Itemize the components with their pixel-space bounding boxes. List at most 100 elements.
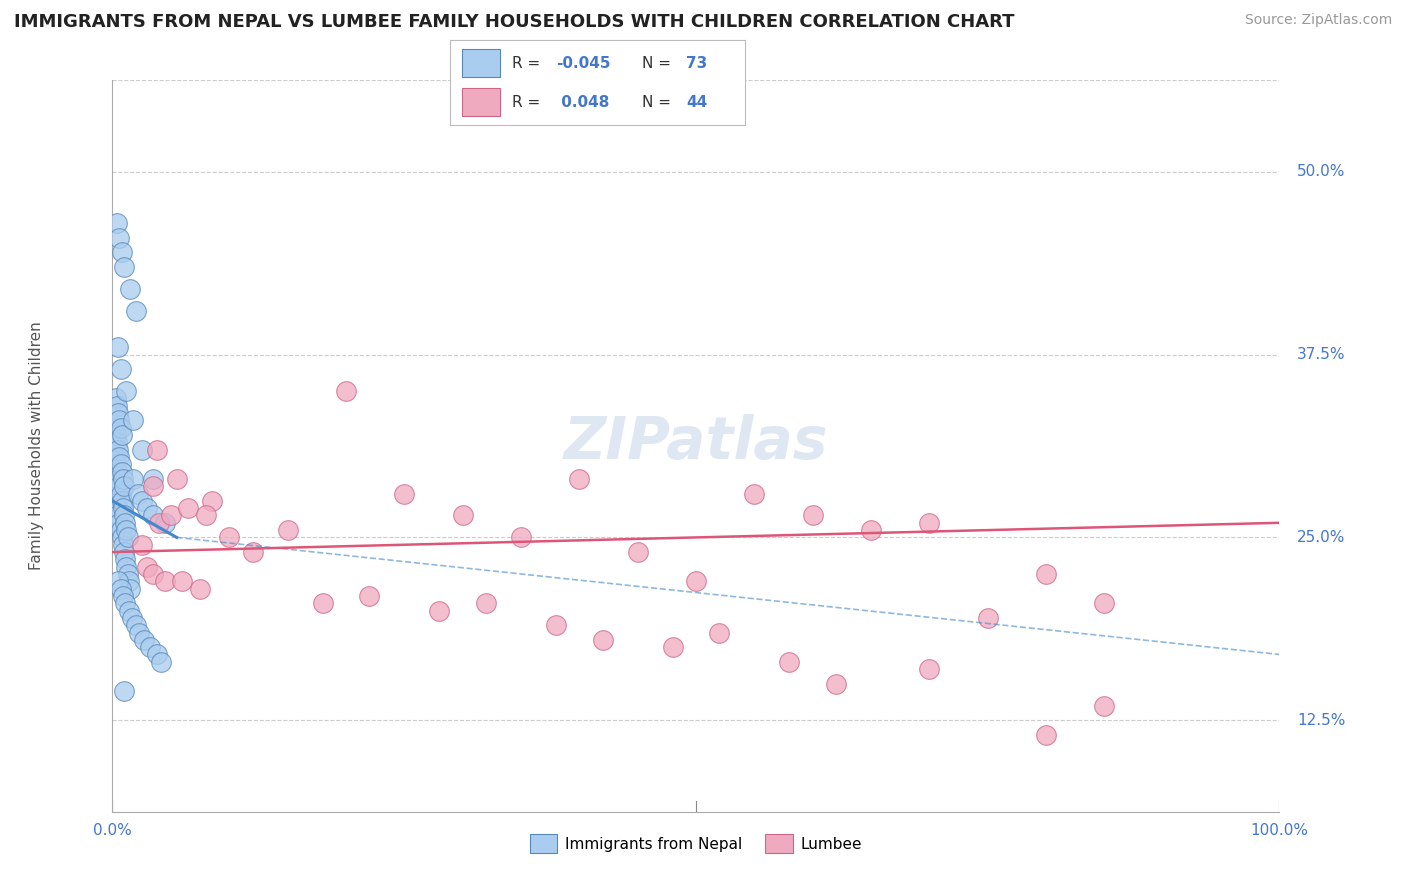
Legend: Immigrants from Nepal, Lumbee: Immigrants from Nepal, Lumbee xyxy=(524,828,868,859)
Point xyxy=(311,596,333,610)
Point xyxy=(918,662,941,676)
Point xyxy=(107,442,129,457)
Point xyxy=(105,435,128,450)
Text: ZIPatlas: ZIPatlas xyxy=(564,414,828,471)
Point xyxy=(172,574,194,589)
Text: 12.5%: 12.5% xyxy=(1296,713,1346,728)
Point xyxy=(509,530,531,544)
Point xyxy=(451,508,474,523)
Point xyxy=(131,442,153,457)
Point xyxy=(104,450,127,464)
Point xyxy=(104,494,127,508)
Point xyxy=(111,245,134,260)
Point xyxy=(128,625,150,640)
Point xyxy=(475,596,498,610)
Point xyxy=(114,552,136,566)
Text: R =: R = xyxy=(512,95,546,110)
Point xyxy=(111,589,134,603)
Point xyxy=(112,260,135,274)
Point xyxy=(111,465,134,479)
Point xyxy=(136,559,159,574)
Point xyxy=(122,472,145,486)
Text: -0.045: -0.045 xyxy=(557,55,610,70)
Point xyxy=(118,574,141,589)
Point xyxy=(112,684,135,698)
Point xyxy=(111,494,134,508)
Point xyxy=(111,530,134,544)
Point xyxy=(117,530,139,544)
Point xyxy=(568,472,591,486)
Text: 0.048: 0.048 xyxy=(557,95,610,110)
Point xyxy=(107,508,129,523)
Point xyxy=(918,516,941,530)
Point xyxy=(108,479,131,493)
Text: 50.0%: 50.0% xyxy=(1296,164,1346,179)
Point xyxy=(107,574,129,589)
Point xyxy=(1092,698,1115,713)
Point xyxy=(359,589,381,603)
Point xyxy=(115,559,138,574)
Point xyxy=(709,625,731,640)
Point xyxy=(125,303,148,318)
Point xyxy=(118,582,141,596)
Point xyxy=(121,611,143,625)
Point xyxy=(108,413,131,427)
Point xyxy=(112,545,135,559)
Point xyxy=(166,472,188,486)
Point xyxy=(859,523,883,537)
Point xyxy=(188,582,211,596)
Text: 100.0%: 100.0% xyxy=(1250,822,1309,838)
Point xyxy=(114,516,136,530)
Point xyxy=(592,632,614,647)
Text: 44: 44 xyxy=(686,95,707,110)
Point xyxy=(1035,728,1057,742)
Point xyxy=(110,523,132,537)
Point xyxy=(104,392,127,406)
Point xyxy=(107,472,129,486)
Point xyxy=(111,501,134,516)
Point xyxy=(976,611,998,625)
Point xyxy=(153,516,176,530)
Text: 37.5%: 37.5% xyxy=(1296,347,1346,362)
Point xyxy=(108,450,131,464)
Point xyxy=(194,508,217,523)
Point xyxy=(148,516,170,530)
Point xyxy=(105,399,128,413)
Point xyxy=(104,421,127,435)
Point xyxy=(242,545,264,559)
Point xyxy=(107,340,129,354)
Text: IMMIGRANTS FROM NEPAL VS LUMBEE FAMILY HOUSEHOLDS WITH CHILDREN CORRELATION CHAR: IMMIGRANTS FROM NEPAL VS LUMBEE FAMILY H… xyxy=(14,13,1015,31)
Point xyxy=(685,574,707,589)
Point xyxy=(778,655,800,669)
Point xyxy=(335,384,357,399)
Point xyxy=(112,508,135,523)
Point xyxy=(110,421,132,435)
Point xyxy=(627,545,650,559)
Point xyxy=(111,428,134,442)
Point xyxy=(110,582,132,596)
Point xyxy=(150,655,173,669)
Point xyxy=(153,574,176,589)
Point xyxy=(127,486,149,500)
Point xyxy=(801,508,824,523)
FancyBboxPatch shape xyxy=(461,49,501,78)
Point xyxy=(177,501,200,516)
Point xyxy=(1035,567,1057,582)
Point xyxy=(136,501,159,516)
Text: R =: R = xyxy=(512,55,546,70)
Point xyxy=(392,486,416,500)
Point xyxy=(276,523,298,537)
Point xyxy=(142,567,165,582)
Point xyxy=(104,486,127,500)
Point xyxy=(142,479,165,493)
Point xyxy=(117,567,139,582)
Point xyxy=(108,516,131,530)
Point xyxy=(201,494,224,508)
Point xyxy=(544,618,567,632)
Point xyxy=(142,508,165,523)
Text: 73: 73 xyxy=(686,55,707,70)
Point xyxy=(218,530,240,544)
Point xyxy=(110,486,132,500)
Point xyxy=(122,413,145,427)
Point xyxy=(114,596,136,610)
